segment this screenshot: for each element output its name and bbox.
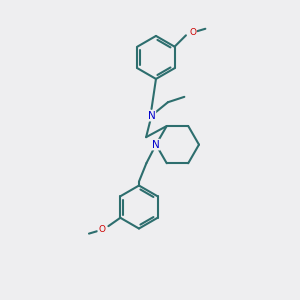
Text: O: O [189,28,196,38]
Text: N: N [148,111,155,121]
Text: N: N [152,140,160,150]
Text: O: O [98,225,105,234]
